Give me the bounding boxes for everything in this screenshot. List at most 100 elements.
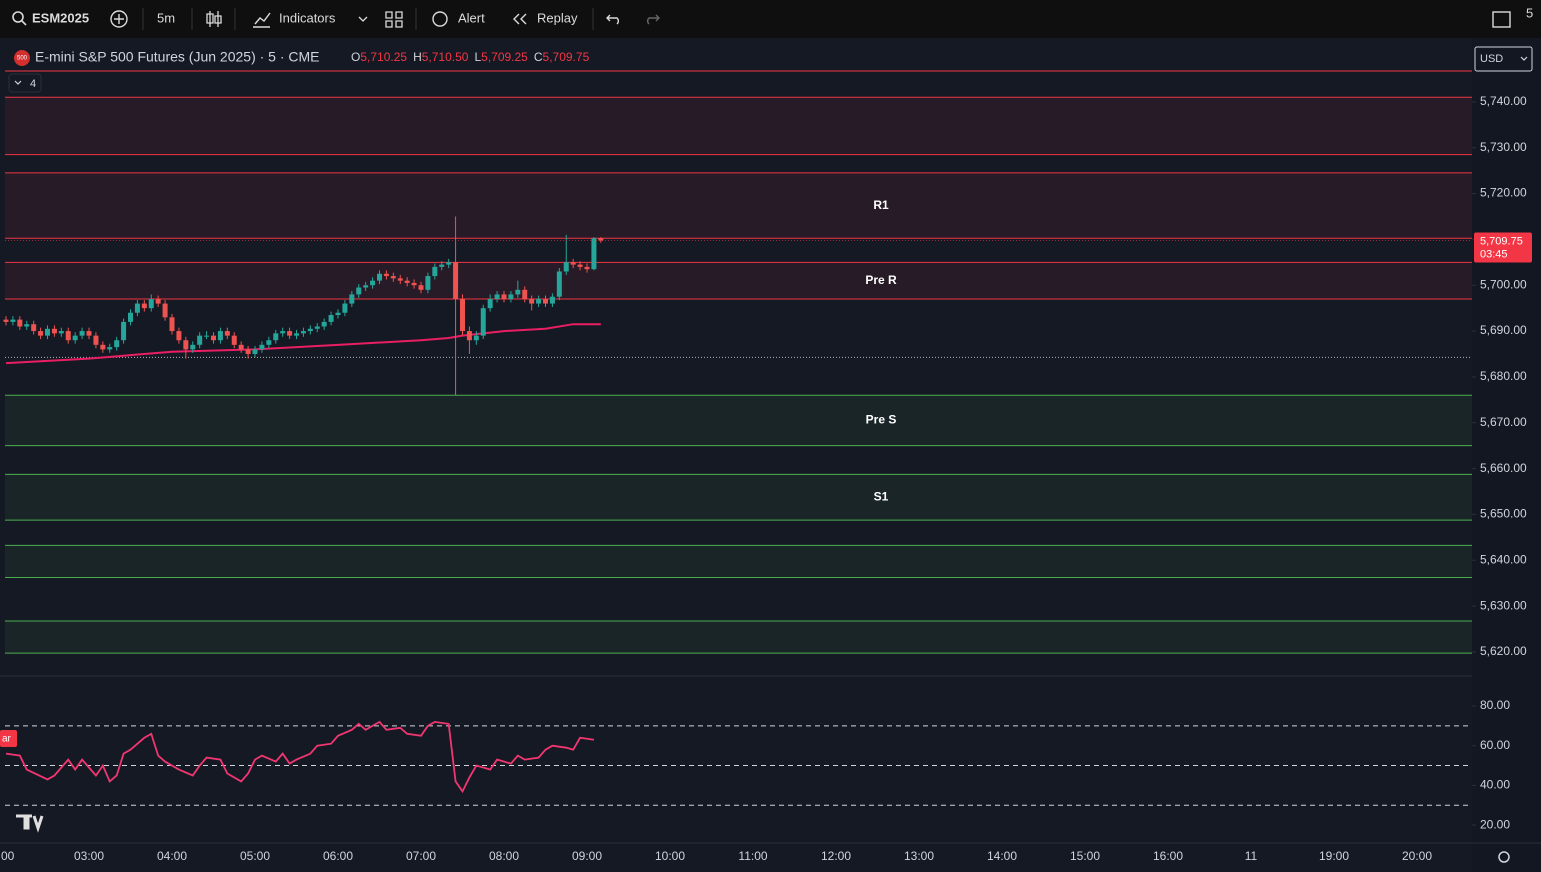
candle-body: [148, 298, 154, 309]
zone: [5, 172, 1472, 239]
candle-body: [349, 294, 355, 304]
x-tick-label: 11: [1245, 849, 1258, 863]
candle-body: [307, 328, 313, 332]
y-tick-label: 5,680.00: [1480, 369, 1527, 383]
candle-body: [473, 335, 479, 341]
compare-button[interactable]: [110, 10, 128, 28]
candle-body: [390, 276, 396, 279]
candle-body: [321, 321, 327, 327]
zone: [5, 262, 1472, 299]
candle-body: [134, 303, 140, 313]
alert-icon: [432, 11, 448, 27]
ohlc-key: H: [413, 50, 422, 64]
candle-body: [273, 333, 279, 341]
candle-body: [494, 294, 500, 299]
interval-button[interactable]: 5m: [157, 10, 175, 25]
candle-body: [598, 238, 604, 241]
replay-button[interactable]: Replay: [537, 10, 578, 25]
zone: [5, 474, 1472, 521]
ma-line: [5, 323, 601, 365]
candle-body: [570, 262, 576, 265]
rsi-y-tick-label: 40.00: [1480, 778, 1510, 792]
candle-body: [3, 319, 9, 322]
replay-icon: [513, 13, 527, 25]
candle-body: [100, 344, 106, 350]
currency: USD: [1480, 53, 1503, 65]
candle-body: [65, 331, 71, 341]
legend-title: E-mini S&P 500 Futures (Jun 2025) · 5 · …: [35, 49, 320, 65]
ohlc-value: 5,710.50: [422, 50, 469, 64]
candle-body: [556, 271, 562, 297]
rsi-tag: [0, 730, 17, 747]
ohlc-value: 5,709.25: [481, 50, 528, 64]
y-tick-label: 5,700.00: [1480, 277, 1527, 291]
y-tick-label: 5,660.00: [1480, 461, 1527, 475]
layouts-button[interactable]: [385, 11, 403, 28]
indicators-button[interactable]: Indicators: [279, 10, 336, 25]
candle-body: [446, 262, 452, 265]
chart-background: [0, 38, 1541, 872]
indicator-toggle[interactable]: [8, 73, 42, 93]
x-tick-label: 03:00: [74, 849, 104, 863]
candle-body: [204, 335, 210, 337]
candle-body: [342, 303, 348, 313]
settings-button[interactable]: [1498, 851, 1510, 863]
candle-body: [300, 331, 306, 334]
symbol: ESM2025: [32, 10, 89, 25]
fullscreen-button[interactable]: [1492, 11, 1511, 28]
y-tick-label: 5,720.00: [1480, 186, 1527, 200]
candle-body: [24, 324, 30, 327]
candle-body: [86, 331, 92, 336]
candle-body: [176, 331, 182, 341]
toolbar: [0, 0, 1541, 38]
candle-body: [128, 312, 133, 322]
candle-body: [155, 298, 161, 304]
dropdown-arrow[interactable]: [358, 16, 368, 22]
candle-body: [328, 315, 334, 322]
undo-button[interactable]: [606, 14, 619, 25]
redo-button[interactable]: [647, 14, 660, 25]
candle-body: [480, 308, 486, 336]
currency-select[interactable]: [1474, 46, 1533, 72]
alert-button[interactable]: Alert: [458, 10, 485, 25]
candle-body: [190, 344, 196, 350]
x-tick-label: 13:00: [904, 849, 934, 863]
x-tick-label: 09:00: [572, 849, 602, 863]
candle-body: [529, 298, 535, 304]
candle-body: [38, 331, 44, 336]
chart-type-button[interactable]: [206, 11, 222, 27]
candle-body: [245, 349, 251, 354]
rsi-line: [5, 720, 595, 794]
x-tick-label: 04:00: [157, 849, 187, 863]
plot: R1 Pre R Pre S S1: [3, 70, 1472, 806]
candle-body: [370, 280, 376, 286]
candle-body: [259, 344, 265, 350]
candle-body: [453, 262, 459, 299]
candle-body: [211, 335, 216, 341]
ohlc-key: O: [351, 50, 360, 64]
candle-body: [466, 331, 472, 341]
ohlc-legend: O 5,710.25 H 5,710.50 L 5,709.25 C 5,709.75: [351, 50, 590, 64]
candle-body: [107, 347, 113, 350]
x-tick-label: 19:00: [1319, 849, 1349, 863]
x-tick-label: 07:00: [406, 849, 436, 863]
candle-body: [266, 340, 272, 345]
symbol-search[interactable]: ESM2025: [12, 10, 89, 26]
ohlc-value: 5,709.75: [543, 50, 590, 64]
last-price-badge: [1474, 232, 1532, 263]
x-tick-label: 11:00: [738, 849, 767, 863]
candle-body: [425, 276, 431, 290]
y-tick-label: 5,690.00: [1480, 323, 1527, 337]
rsi-tag-text: ar: [2, 734, 12, 745]
logo: [16, 814, 44, 833]
candle-body: [356, 287, 362, 295]
candle-body: [411, 282, 417, 286]
candle-body: [224, 331, 230, 336]
x-tick-label: 10:00: [655, 849, 685, 863]
indicators-icon: [253, 12, 271, 28]
candle-body: [543, 298, 548, 304]
x-tick-label: 12:00: [821, 849, 851, 863]
x-tick-label: 14:00: [987, 849, 1017, 863]
zone: [5, 97, 1472, 155]
